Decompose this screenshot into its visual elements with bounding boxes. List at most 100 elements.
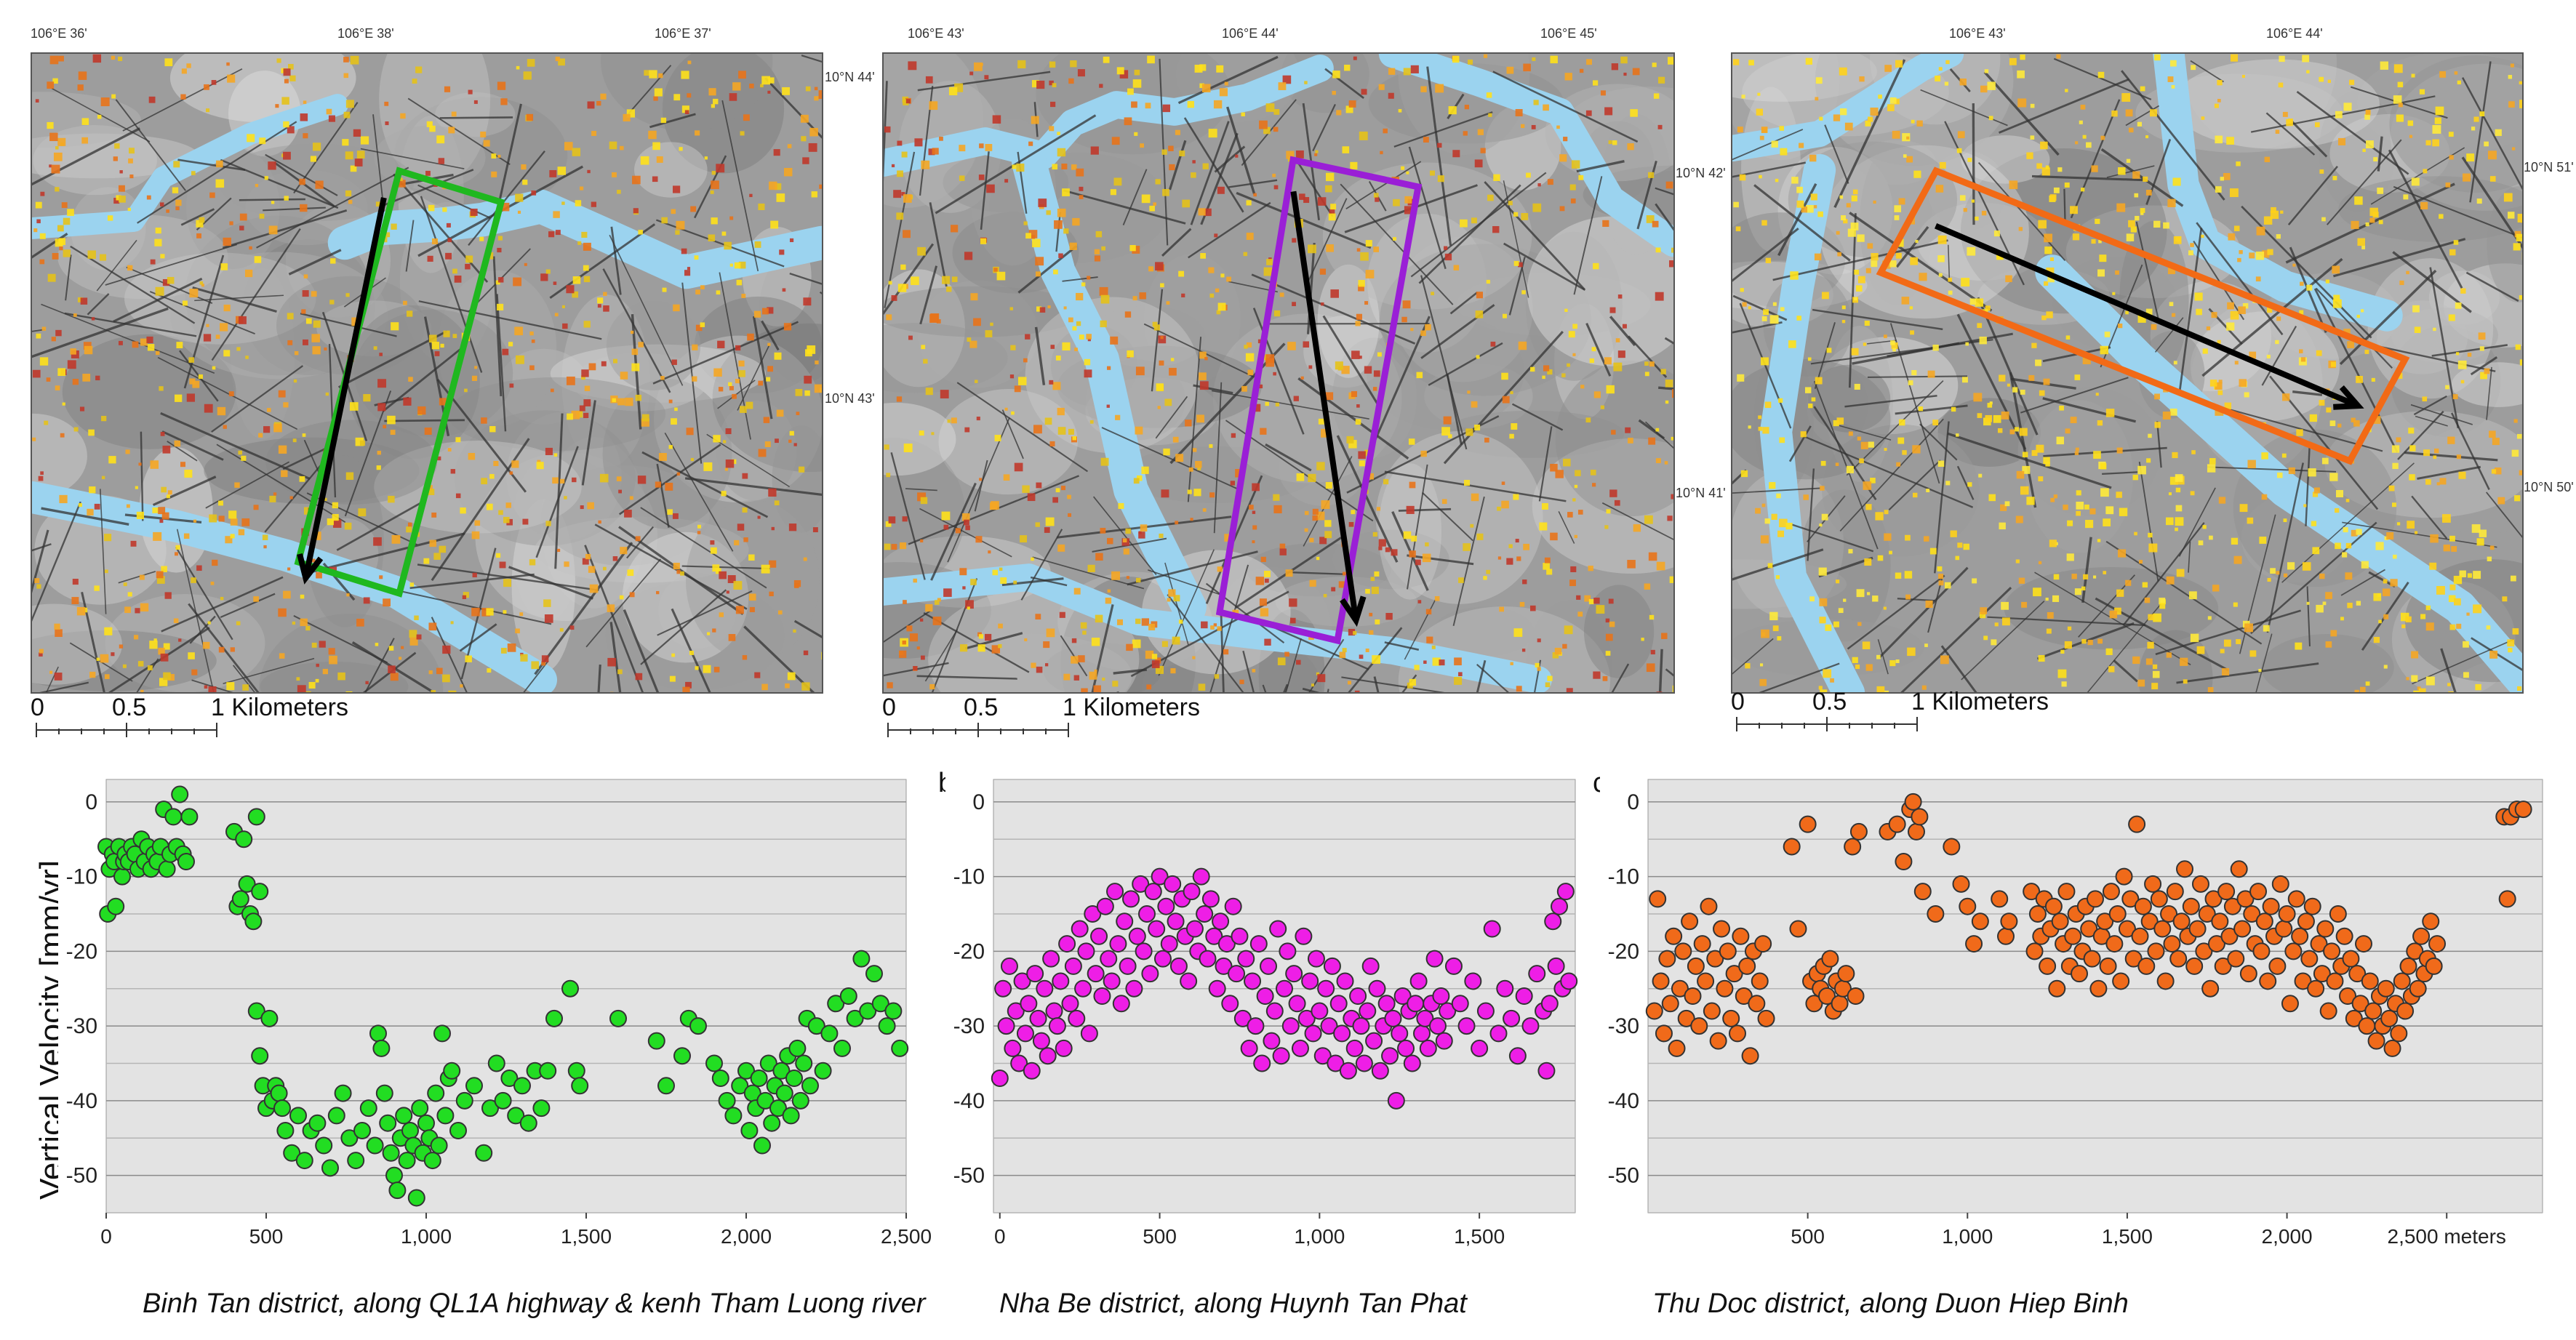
- velocity-pixel: [63, 249, 71, 257]
- terrain-shade: [601, 54, 773, 132]
- velocity-pixel: [1213, 100, 1223, 109]
- data-point: [1547, 957, 1565, 975]
- velocity-pixel: [900, 264, 906, 270]
- velocity-pixel: [1665, 181, 1673, 189]
- data-point: [1064, 957, 1082, 975]
- velocity-pixel: [2137, 121, 2143, 127]
- velocity-pixel: [1127, 350, 1134, 358]
- velocity-pixel: [481, 417, 487, 424]
- velocity-pixel: [325, 392, 329, 396]
- velocity-pixel: [2325, 641, 2332, 648]
- velocity-pixel: [2198, 540, 2204, 545]
- velocity-pixel: [1423, 137, 1429, 143]
- velocity-pixel: [2196, 308, 2202, 316]
- velocity-pixel: [330, 258, 336, 264]
- velocity-pixel: [509, 383, 514, 388]
- velocity-pixel: [303, 339, 308, 345]
- terrain-shade: [2338, 176, 2522, 242]
- velocity-pixel: [2167, 266, 2176, 275]
- velocity-pixel: [888, 281, 892, 285]
- data-point: [2326, 972, 2344, 990]
- velocity-pixel: [1187, 100, 1194, 108]
- velocity-pixel: [1420, 330, 1426, 337]
- velocity-pixel: [1272, 173, 1276, 177]
- velocity-pixel: [228, 391, 234, 397]
- velocity-pixel: [749, 84, 754, 89]
- velocity-pixel: [2473, 604, 2482, 614]
- data-point: [260, 1009, 279, 1027]
- velocity-pixel: [1593, 671, 1601, 679]
- velocity-pixel: [1031, 662, 1036, 668]
- velocity-pixel: [990, 322, 993, 326]
- road: [935, 114, 1097, 214]
- velocity-pixel: [1929, 547, 1937, 555]
- y-tick-label: -40: [66, 1089, 97, 1113]
- velocity-pixel: [2038, 476, 2044, 481]
- velocity-pixel: [119, 340, 123, 345]
- velocity-pixel: [2028, 374, 2035, 381]
- velocity-pixel: [278, 608, 287, 617]
- road: [1187, 337, 1202, 502]
- velocity-pixel: [2479, 111, 2485, 117]
- velocity-pixel: [180, 462, 185, 468]
- velocity-pixel: [1570, 566, 1577, 572]
- velocity-pixel: [78, 71, 87, 80]
- velocity-pixel: [1351, 510, 1356, 515]
- road: [1732, 638, 1774, 675]
- velocity-pixel: [1839, 67, 1847, 76]
- velocity-pixel: [322, 668, 328, 675]
- velocity-pixel: [1884, 448, 1887, 452]
- data-point: [2281, 995, 2299, 1013]
- velocity-pixel: [113, 156, 118, 161]
- data-point: [1247, 1017, 1265, 1035]
- velocity-pixel: [1059, 611, 1065, 618]
- data-point: [539, 1062, 557, 1080]
- velocity-pixel: [2227, 302, 2234, 310]
- velocity-pixel: [40, 191, 45, 196]
- road: [2340, 569, 2385, 596]
- velocity-pixel: [249, 246, 252, 250]
- velocity-pixel: [2458, 471, 2466, 479]
- data-point: [2335, 927, 2353, 945]
- velocity-pixel: [656, 156, 663, 163]
- velocity-pixel: [2347, 602, 2353, 609]
- road: [70, 245, 196, 324]
- velocity-pixel: [2021, 601, 2028, 608]
- velocity-pixel: [1045, 663, 1049, 667]
- road: [1348, 627, 1403, 692]
- velocity-pixel: [1791, 177, 1799, 184]
- velocity-pixel: [1277, 657, 1286, 665]
- velocity-pixel: [299, 476, 305, 482]
- velocity-pixel: [2391, 502, 2396, 507]
- road: [602, 268, 671, 393]
- road: [1062, 276, 1098, 282]
- velocity-pixel: [934, 600, 940, 605]
- data-point: [1032, 1032, 1050, 1050]
- velocity-pixel: [976, 417, 980, 421]
- velocity-pixel: [1999, 522, 2006, 530]
- velocity-pixel: [1023, 221, 1028, 225]
- velocity-pixel: [572, 291, 579, 298]
- velocity-pixel: [166, 494, 170, 499]
- velocity-pixel: [708, 88, 716, 96]
- velocity-pixel: [2393, 95, 2402, 104]
- velocity-pixel: [764, 441, 771, 447]
- data-point: [1276, 979, 1293, 998]
- velocity-pixel: [767, 366, 774, 372]
- velocity-pixel: [1484, 437, 1489, 443]
- data-point: [2303, 897, 2321, 915]
- velocity-pixel: [1202, 163, 1209, 169]
- data-point: [737, 1062, 755, 1080]
- velocity-pixel: [719, 571, 727, 579]
- x-tick-label: 1,500: [561, 1225, 612, 1248]
- velocity-pixel: [1061, 486, 1066, 491]
- road: [1977, 297, 2039, 436]
- road: [1190, 121, 1230, 225]
- velocity-pixel: [1091, 638, 1100, 646]
- river: [32, 94, 348, 239]
- velocity-pixel: [342, 139, 349, 146]
- velocity-pixel: [1057, 544, 1065, 552]
- velocity-pixel: [1860, 441, 1868, 449]
- velocity-pixel: [2004, 501, 2010, 507]
- velocity-pixel: [153, 638, 157, 642]
